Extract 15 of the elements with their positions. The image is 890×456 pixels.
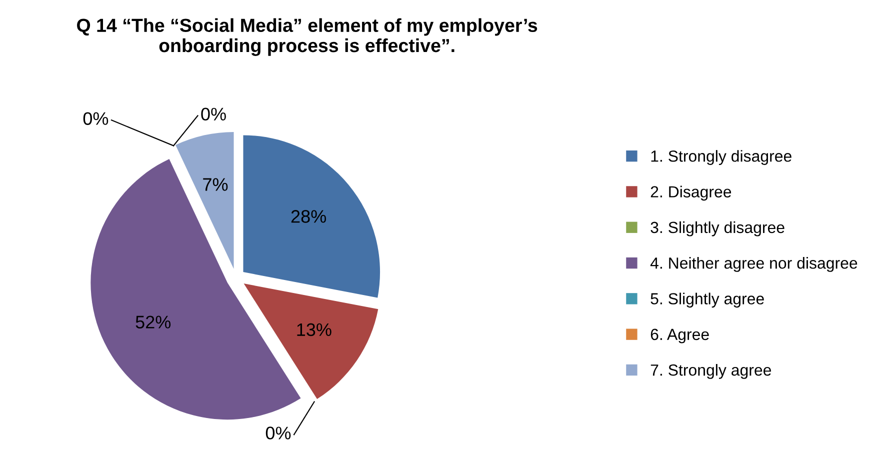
text: 0% (201, 108, 226, 121)
chart-title: Q 14 “The “Social Media” element of my employer’s onboarding process is effective”. (77, 18, 538, 56)
legend-label: 1. Strongly disagree (651, 150, 792, 165)
legend-label: 7. Strongly agree (650, 364, 772, 379)
data-label: 28% (291, 210, 326, 223)
legend-label: 6. Agree (650, 328, 709, 344)
data-label: 13% (297, 323, 332, 336)
legend-label: 5. Slightly agree (650, 292, 764, 308)
data-label: 7% (203, 178, 228, 191)
legend-label: 3. Slightly disagree (650, 221, 784, 236)
legend-label: 2. Disagree (650, 186, 732, 201)
text: 0% (83, 112, 108, 125)
text: 0% (266, 426, 291, 440)
legend-label: 4. Neither agree nor disagree (650, 257, 858, 272)
data-label: 52% (136, 316, 171, 328)
